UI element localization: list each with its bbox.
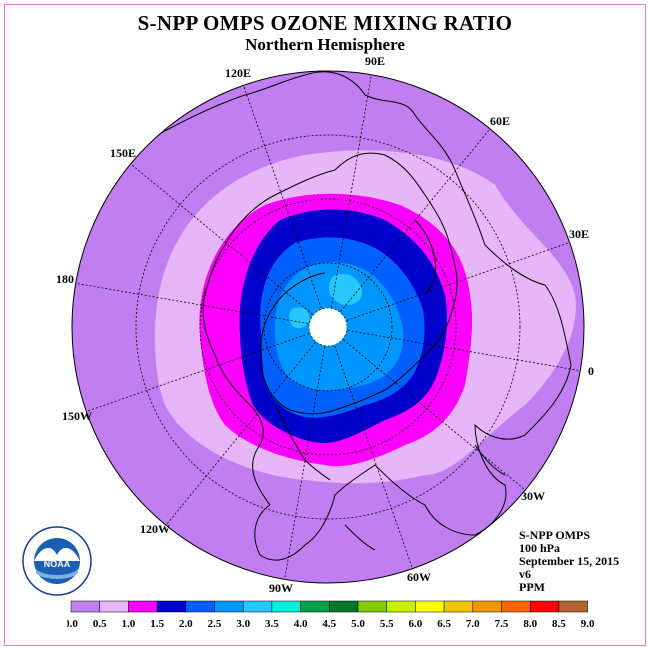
info-date: September 15, 2015 — [519, 554, 620, 568]
polar-map: 90E 60E 30E 0 30W 60W 90W 120W 150W 180 … — [56, 54, 594, 595]
pole-missing-data — [308, 307, 348, 347]
lon-label-30w: 30W — [521, 489, 545, 503]
colorbar-box — [99, 600, 129, 613]
colorbar-box — [415, 600, 445, 613]
colorbar-tick-label: 0.0 — [67, 618, 78, 630]
info-units: PPM — [519, 580, 545, 594]
colorbar-tick-label: 0.5 — [93, 618, 107, 630]
lon-label-90e: 90E — [365, 54, 385, 68]
lon-label-120w: 120W — [140, 522, 170, 536]
colorbar-tick-label: 3.5 — [265, 618, 279, 630]
lon-label-120e: 120E — [225, 66, 251, 80]
map-border — [71, 70, 585, 584]
colorbar-tick-label: 2.5 — [208, 618, 222, 630]
colorbar-box — [185, 600, 215, 613]
zone-3-3.5-b — [289, 307, 310, 329]
colorbar-tick-label: 4.0 — [294, 618, 308, 630]
colorbar-box — [443, 600, 474, 613]
lon-label-0: 0 — [588, 364, 594, 378]
lon-label-150w: 150W — [62, 409, 92, 423]
colorbar-box — [271, 600, 301, 613]
colorbar-tick-label: 1.0 — [122, 618, 136, 630]
colorbar-tick-label: 8.5 — [552, 618, 566, 630]
colorbar-box — [501, 600, 531, 613]
colorbar-tick-label: 5.0 — [351, 618, 365, 630]
info-level: 100 hPa — [519, 541, 561, 555]
colorbar-box — [128, 600, 158, 613]
colorbar-tick-label: 2.0 — [179, 618, 193, 630]
chart-subtitle: Northern Hemisphere — [245, 35, 405, 54]
colorbar-box — [214, 600, 244, 613]
lon-label-30e: 30E — [569, 227, 589, 241]
noaa-logo: NOAA — [22, 526, 92, 596]
colorbar-tick-label: 9.0 — [581, 618, 595, 630]
colorbar-tick-label: 3.0 — [236, 618, 250, 630]
colorbar-tick-label: 7.5 — [495, 618, 509, 630]
lon-label-60w: 60W — [407, 570, 431, 584]
colorbar-tick-label: 6.0 — [409, 618, 423, 630]
zone-3-3.5 — [329, 273, 363, 305]
colorbar-box — [558, 600, 588, 613]
chart-title: S-NPP OMPS OZONE MIXING RATIO — [137, 11, 513, 35]
info-version: v6 — [519, 567, 531, 581]
colorbar-box — [386, 600, 416, 613]
info-instrument: S-NPP OMPS — [519, 528, 590, 542]
graticule — [73, 71, 583, 583]
colorbar-box — [329, 600, 359, 613]
colorbar-tick-label: 6.5 — [437, 618, 451, 630]
noaa-logo-text: NOAA — [44, 559, 71, 569]
colorbar-tick-label: 4.5 — [322, 618, 336, 630]
lon-label-60e: 60E — [490, 114, 510, 128]
colorbar-tick-label: 5.5 — [380, 618, 394, 630]
colorbar-box — [529, 600, 560, 613]
colorbar-box — [156, 600, 187, 613]
colorbar-tick-label: 7.0 — [466, 618, 480, 630]
colorbar-tick-label: 8.0 — [523, 618, 537, 630]
colorbar-box — [472, 600, 502, 613]
map-figure: S-NPP OMPS OZONE MIXING RATIO Northern H… — [4, 4, 646, 646]
lon-label-90w: 90W — [269, 581, 293, 595]
colorbar-box — [70, 600, 100, 613]
lon-label-180: 180 — [56, 272, 74, 286]
colorbar-box — [242, 600, 273, 613]
colorbar: 0.0 0.5 1.0 1.5 2.0 2.5 3.0 3.5 4.0 4.5 5.0 5.5 6.0 6… — [67, 600, 595, 630]
colorbar-box — [300, 600, 330, 613]
lon-label-150e: 150E — [110, 146, 136, 160]
colorbar-box — [357, 600, 387, 613]
info-panel: S-NPP OMPS 100 hPa September 15, 2015 v6… — [519, 529, 619, 594]
colorbar-tick-label: 1.5 — [150, 618, 164, 630]
